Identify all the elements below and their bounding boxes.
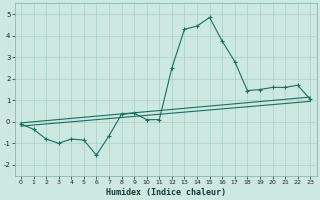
X-axis label: Humidex (Indice chaleur): Humidex (Indice chaleur) xyxy=(106,188,226,197)
